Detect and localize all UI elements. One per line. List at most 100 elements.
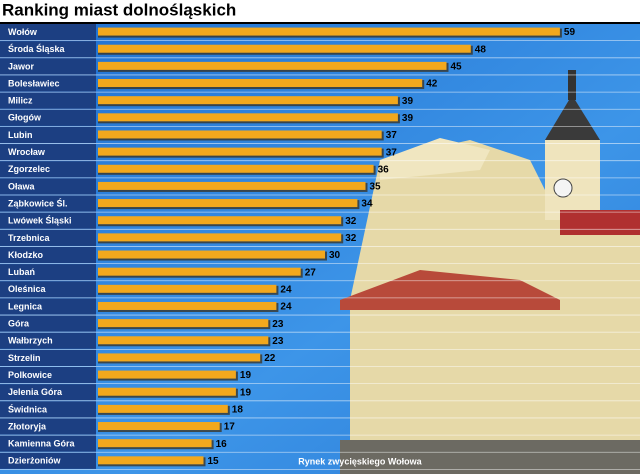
category-label: Jelenia Góra [8,387,63,397]
bar [98,44,471,53]
row-label-cell [0,384,96,401]
category-label: Głogów [8,113,42,123]
value-label: 35 [370,182,382,193]
row-label-cell [0,126,96,144]
category-label: Oleśnica [8,284,47,294]
row-label-cell [0,229,96,246]
row-label-cell [0,264,96,281]
bar [98,164,374,173]
row-label-cell [0,41,96,58]
bar [98,199,358,208]
category-label: Milicz [8,96,33,106]
category-label: Środa Śląska [8,43,66,54]
value-label: 32 [345,216,357,227]
row-label-cell [0,298,96,315]
value-label: 27 [305,267,317,278]
row-label-cell [0,212,96,229]
value-label: 16 [216,439,228,450]
row-label-cell [0,24,96,41]
bar [98,233,342,242]
category-label: Trzebnica [8,233,51,243]
bar [98,147,382,156]
category-label: Zgorzelec [8,164,50,174]
bar [98,353,261,362]
value-label: 24 [280,284,292,295]
bar [98,113,398,122]
bar [98,181,366,190]
row-label-cell [0,195,96,212]
building-illustration [340,70,640,474]
category-label: Złotoryja [8,421,47,431]
value-label: 23 [272,319,284,330]
value-label: 37 [386,147,398,158]
value-label: 22 [264,353,276,364]
category-label: Jawor [8,61,35,71]
value-label: 19 [240,387,252,398]
bar [98,96,398,105]
row-label-cell [0,144,96,161]
row-label-cell [0,401,96,418]
category-label: Bolesławiec [8,78,60,88]
row-label-cell [0,367,96,384]
row-label-cell [0,246,96,264]
chart-title: Ranking miast dolnośląskich [2,0,236,19]
row-label-cell [0,178,96,195]
bar [98,79,423,88]
bar [98,456,204,465]
value-label: 30 [329,250,341,261]
category-label: Kłodzko [8,250,44,260]
value-label: 45 [451,62,463,73]
bar [98,387,236,396]
row-label-cell [0,92,96,109]
value-label: 39 [402,96,414,107]
value-label: 17 [224,422,236,433]
row-label-cell [0,349,96,366]
caption: Rynek zwycięskiego Wołowa [298,456,422,466]
row-label-cell [0,435,96,452]
bar [98,61,447,70]
value-label: 19 [240,370,252,381]
bar [98,422,220,431]
bar [98,284,277,293]
value-label: 23 [272,336,284,347]
bar [98,267,301,276]
bar [98,27,560,36]
bar [98,404,228,413]
category-label: Góra [8,319,30,329]
category-label: Legnica [8,301,43,311]
bar [98,301,277,310]
category-label: Lwówek Śląski [8,215,72,226]
category-label: Lubań [8,267,35,277]
category-label: Wałbrzych [8,336,53,346]
row-label-cell [0,281,96,298]
bar [98,336,269,345]
value-label: 36 [378,164,390,175]
category-label: Strzelin [8,353,41,363]
row-label-cell [0,315,96,332]
category-label: Ząbkowice Śl. [8,197,68,208]
value-label: 34 [361,199,373,210]
value-label: 18 [232,405,244,416]
row-label-cell [0,418,96,435]
category-label: Wołów [8,27,38,37]
value-label: 32 [345,233,357,244]
value-label: 39 [402,113,414,124]
category-label: Oława [8,181,36,191]
bar [98,319,269,328]
category-label: Świdnica [8,403,48,414]
row-label-cell [0,109,96,126]
value-label: 24 [280,302,292,313]
value-label: 59 [564,27,576,38]
value-label: 48 [475,44,487,55]
category-label: Polkowice [8,370,52,380]
bar [98,216,342,225]
value-label: 15 [208,456,220,467]
category-label: Wrocław [8,147,46,157]
category-label: Dzierżoniów [8,456,62,466]
row-label-cell [0,332,96,349]
value-label: 37 [386,130,398,141]
row-label-cell [0,161,96,178]
category-label: Kamienna Góra [8,439,76,449]
bar [98,370,236,379]
